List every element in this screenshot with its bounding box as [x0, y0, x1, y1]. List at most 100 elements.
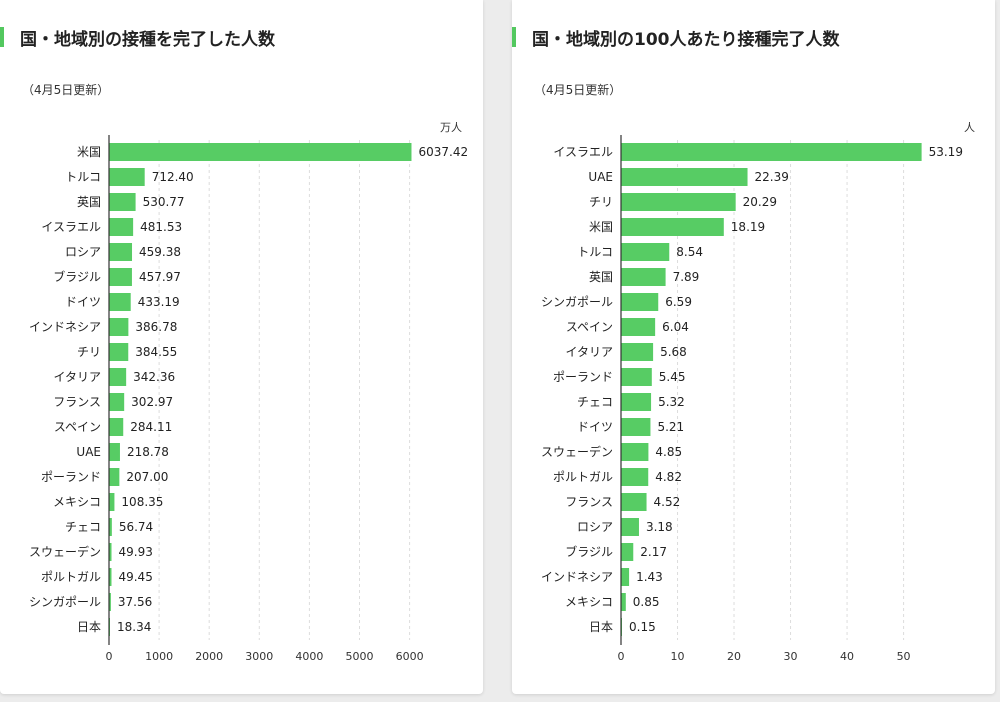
bar [109, 243, 133, 261]
bar [109, 293, 131, 311]
bar [109, 418, 124, 436]
value-label: 5.32 [658, 395, 685, 409]
bar [621, 193, 736, 211]
category-label: ロシア [65, 245, 101, 259]
bar [109, 318, 129, 336]
category-label: シンガポール [541, 295, 613, 309]
value-label: 0.15 [629, 620, 656, 634]
category-label: ブラジル [53, 269, 101, 284]
bar [109, 193, 136, 211]
bar [109, 543, 112, 561]
category-label: 英国 [589, 270, 613, 284]
bar [109, 368, 127, 386]
value-label: 218.78 [127, 445, 169, 459]
value-label: 4.52 [654, 495, 681, 509]
value-label: 49.93 [119, 545, 153, 559]
bar [621, 418, 651, 436]
x-tick-label: 20 [727, 650, 741, 663]
bar [621, 243, 670, 261]
unit-label: 万人 [440, 121, 462, 134]
value-label: 481.53 [140, 220, 182, 234]
x-tick-label: 40 [840, 650, 854, 663]
category-label: UAE [588, 170, 613, 184]
bar [109, 593, 111, 611]
value-label: 4.85 [655, 445, 682, 459]
value-label: 20.29 [743, 195, 777, 209]
category-label: チリ [77, 345, 101, 359]
value-label: 7.89 [673, 270, 700, 284]
chart-card-total: 国・地域別の接種を完了した人数 （4月5日更新） 万人 0 1000 2000 300… [0, 0, 483, 694]
value-label: 5.21 [657, 420, 684, 434]
value-label: 8.54 [676, 245, 703, 259]
bar [109, 468, 120, 486]
category-label: メキシコ [53, 495, 101, 509]
x-tick-label: 50 [897, 650, 911, 663]
x-tick-label: 4000 [295, 650, 323, 663]
category-label: 米国 [589, 220, 613, 234]
bar [109, 268, 132, 286]
category-label: 米国 [77, 145, 101, 159]
value-label: 6.04 [662, 320, 689, 334]
category-label: ポルトガル [41, 570, 101, 584]
bar [109, 393, 125, 411]
category-label: イスラエル [41, 220, 101, 234]
category-label: ポーランド [41, 470, 101, 484]
category-label: イタリア [565, 345, 613, 359]
category-label: 日本 [589, 620, 613, 634]
update-note: （4月5日更新） [22, 83, 110, 97]
value-label: 302.97 [131, 395, 173, 409]
bar [621, 343, 654, 361]
bar [621, 268, 666, 286]
bar [621, 443, 649, 461]
value-label: 2.17 [640, 545, 667, 559]
category-label: トルコ [577, 245, 613, 259]
value-label: 1.43 [636, 570, 663, 584]
bar [621, 293, 659, 311]
update-note: （4月5日更新） [534, 83, 622, 97]
category-label: ドイツ [577, 420, 613, 434]
bar [109, 568, 112, 586]
value-label: 433.19 [138, 295, 180, 309]
bar [621, 468, 649, 486]
bar [109, 143, 412, 161]
x-tick-label: 0 [618, 650, 625, 663]
bar [109, 518, 112, 536]
value-label: 384.55 [135, 345, 177, 359]
chart-card-per-100: 国・地域別の100人あたり接種完了人数 （4月5日更新） 人 0 10 20 30 40… [512, 0, 995, 694]
value-label: 18.19 [731, 220, 765, 234]
value-label: 207.00 [126, 470, 168, 484]
category-label: インドネシア [541, 570, 613, 584]
bar [621, 143, 922, 161]
category-label: インドネシア [29, 320, 101, 334]
chart-title: 国・地域別の100人あたり接種完了人数 [532, 30, 840, 50]
title-accent-bar [0, 27, 4, 47]
value-label: 4.82 [655, 470, 682, 484]
value-label: 342.36 [133, 370, 175, 384]
value-label: 530.77 [143, 195, 185, 209]
bar-chart-per-100: 0 10 20 30 40 50 イスラエル 53.19 UAE 22.39 チリ 20.29 米国 18… [541, 135, 963, 663]
value-label: 459.38 [139, 245, 181, 259]
bar-chart-total: 0 1000 2000 3000 4000 5000 6000 米国 6037.42 トルコ 712… [29, 135, 468, 663]
bar [621, 218, 724, 236]
category-label: チリ [589, 195, 613, 209]
category-label: UAE [76, 445, 101, 459]
value-label: 284.11 [130, 420, 172, 434]
value-label: 49.45 [118, 570, 152, 584]
value-label: 457.97 [139, 270, 181, 284]
bar [621, 568, 630, 586]
category-label: 日本 [77, 620, 101, 634]
x-tick-label: 30 [784, 650, 798, 663]
value-label: 5.68 [660, 345, 687, 359]
x-tick-label: 3000 [245, 650, 273, 663]
value-label: 53.19 [929, 145, 963, 159]
chart-title: 国・地域別の接種を完了した人数 [20, 30, 275, 50]
value-label: 6037.42 [418, 145, 468, 159]
bar [621, 518, 639, 536]
category-label: スペイン [566, 320, 613, 334]
category-label: イタリア [53, 370, 101, 384]
category-label: フランス [53, 395, 101, 409]
category-label: チェコ [65, 520, 101, 534]
value-label: 5.45 [659, 370, 686, 384]
value-label: 6.59 [665, 295, 692, 309]
value-label: 3.18 [646, 520, 673, 534]
